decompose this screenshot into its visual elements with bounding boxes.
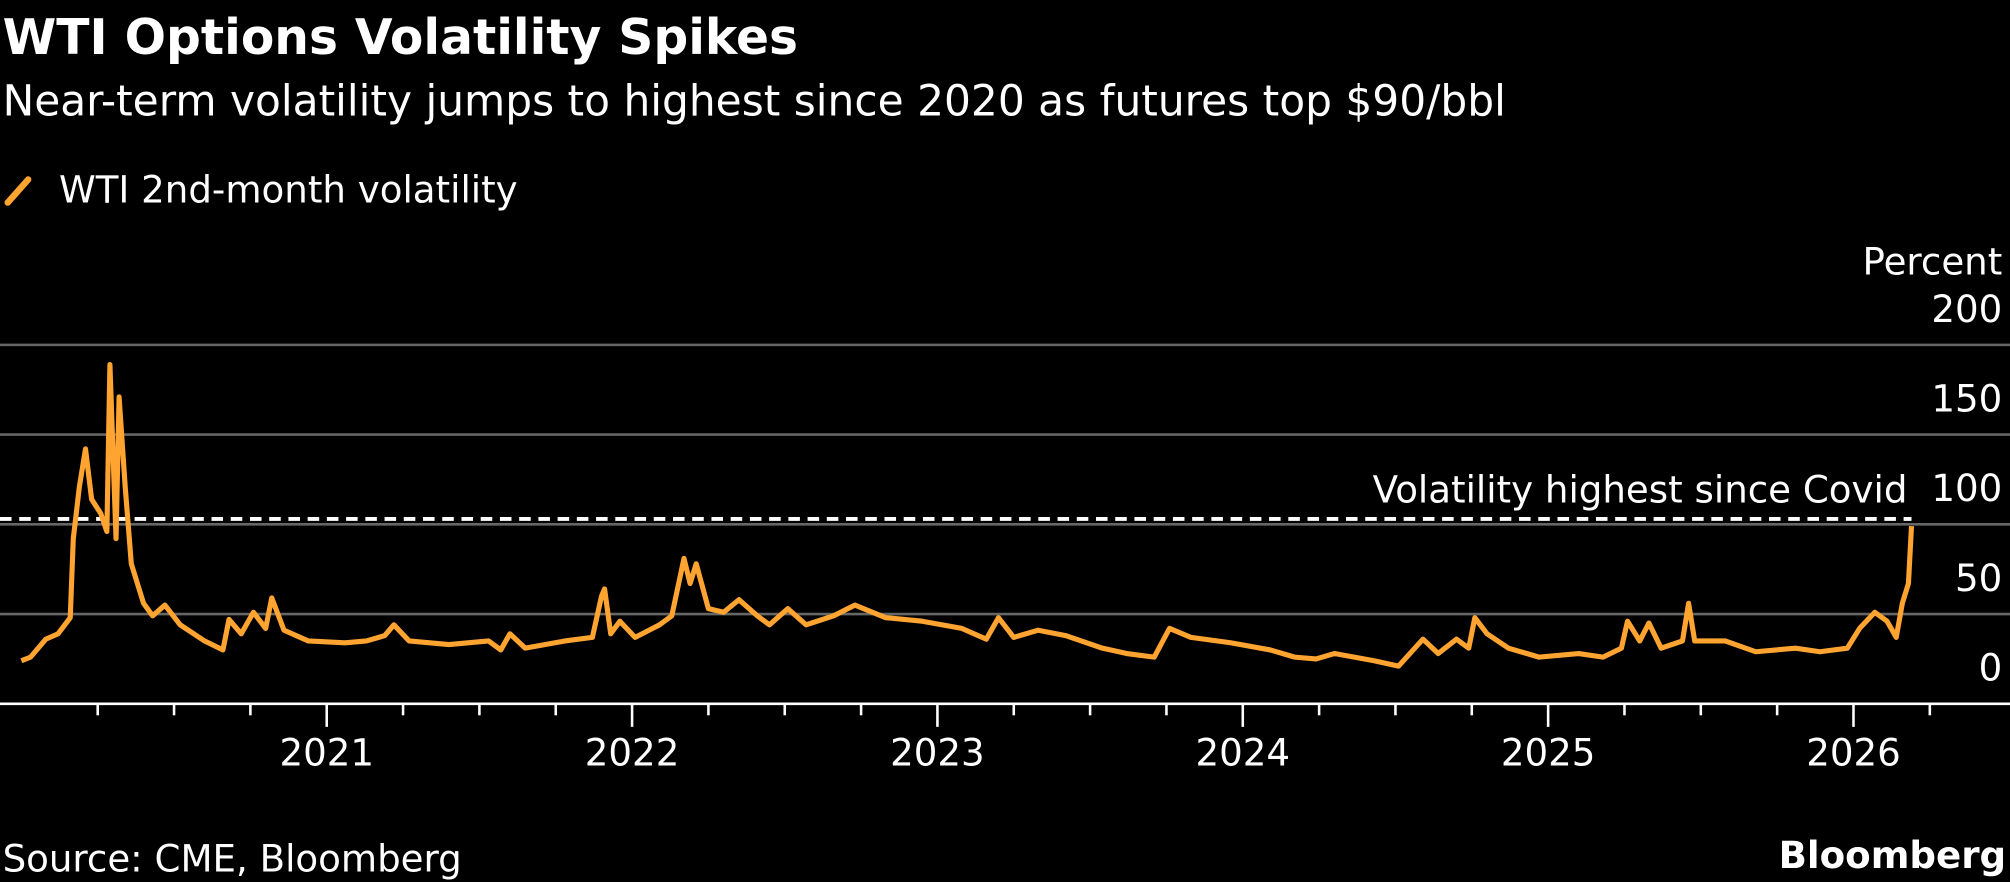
x-tick-label: 2024 bbox=[1195, 730, 1290, 774]
chart-subtitle: Near-term volatility jumps to highest si… bbox=[3, 76, 1506, 125]
legend-swatch bbox=[4, 176, 32, 206]
brand: Bloomberg bbox=[1779, 833, 2007, 877]
y-tick-label: 0 bbox=[1979, 646, 2003, 690]
x-tick-label: 2022 bbox=[585, 730, 680, 774]
x-tick-label: 2023 bbox=[890, 730, 985, 774]
x-tick-label: 2026 bbox=[1806, 730, 1901, 774]
legend-label: WTI 2nd-month volatility bbox=[59, 168, 518, 212]
y-tick-label: 100 bbox=[1931, 466, 2002, 510]
y-tick-label: 200 bbox=[1931, 287, 2002, 331]
chart-title: WTI Options Volatility Spikes bbox=[3, 10, 798, 66]
x-tick-label: 2025 bbox=[1501, 730, 1596, 774]
annotation: Volatility highest since Covid bbox=[1373, 467, 1908, 511]
y-axis-label: Percent bbox=[1862, 239, 2002, 283]
x-tick-label: 2021 bbox=[279, 730, 374, 774]
source: Source: CME, Bloomberg bbox=[3, 837, 462, 881]
y-tick-label: 150 bbox=[1931, 377, 2002, 421]
y-tick-label: 50 bbox=[1955, 556, 2002, 600]
series-line bbox=[20, 362, 1915, 669]
